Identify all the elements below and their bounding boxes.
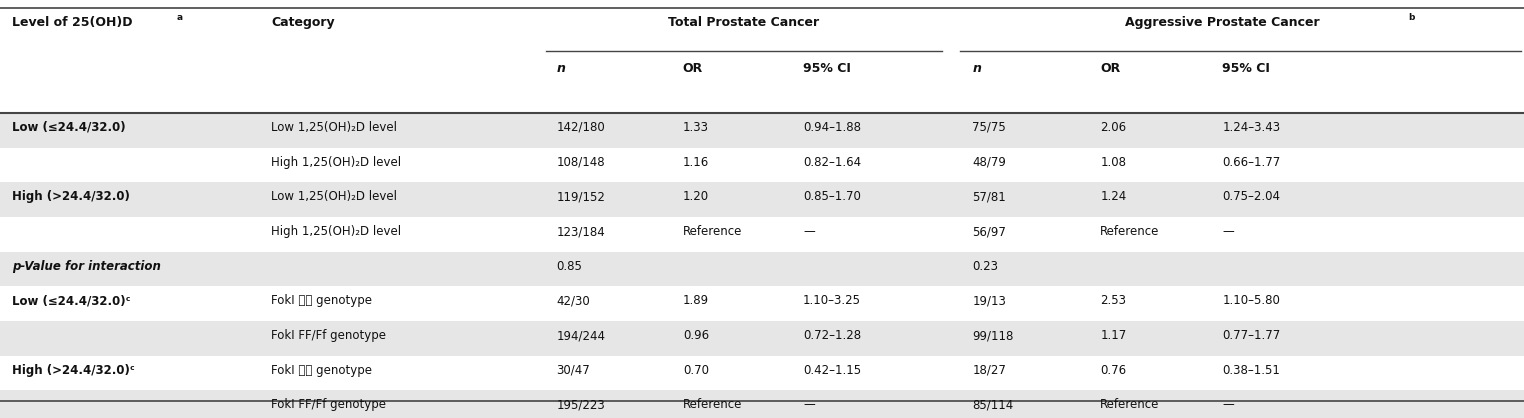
Text: 0.70: 0.70 — [683, 364, 709, 377]
Text: Category: Category — [271, 16, 335, 29]
Text: 1.17: 1.17 — [1100, 329, 1126, 342]
Text: Reference: Reference — [1100, 398, 1160, 411]
Text: 75/75: 75/75 — [972, 121, 1006, 134]
Text: FokI ｆｆ genotype: FokI ｆｆ genotype — [271, 364, 372, 377]
Text: p-Value for interaction: p-Value for interaction — [12, 260, 162, 273]
Text: —: — — [1222, 225, 1234, 238]
Text: b: b — [1408, 13, 1414, 22]
Text: 1.89: 1.89 — [683, 294, 709, 307]
Text: 0.82–1.64: 0.82–1.64 — [803, 155, 861, 168]
Text: 0.38–1.51: 0.38–1.51 — [1222, 364, 1280, 377]
Text: 18/27: 18/27 — [972, 364, 1006, 377]
Text: 1.33: 1.33 — [683, 121, 709, 134]
Text: Reference: Reference — [683, 398, 742, 411]
Text: 1.10–3.25: 1.10–3.25 — [803, 294, 861, 307]
Text: Level of 25(OH)D: Level of 25(OH)D — [12, 16, 133, 29]
Text: 0.23: 0.23 — [972, 260, 998, 273]
Text: 0.66–1.77: 0.66–1.77 — [1222, 155, 1280, 168]
Text: 1.20: 1.20 — [683, 190, 709, 203]
Text: 0.85: 0.85 — [556, 260, 582, 273]
Text: 108/148: 108/148 — [556, 155, 605, 168]
Text: 0.75–2.04: 0.75–2.04 — [1222, 190, 1280, 203]
Text: Reference: Reference — [1100, 225, 1160, 238]
Text: 195/223: 195/223 — [556, 398, 605, 411]
Text: High 1,25(OH)₂D level: High 1,25(OH)₂D level — [271, 155, 401, 168]
Text: High 1,25(OH)₂D level: High 1,25(OH)₂D level — [271, 225, 401, 238]
Text: 142/180: 142/180 — [556, 121, 605, 134]
Text: FokI FF/Ff genotype: FokI FF/Ff genotype — [271, 398, 386, 411]
Text: 123/184: 123/184 — [556, 225, 605, 238]
Text: 56/97: 56/97 — [972, 225, 1006, 238]
Bar — [0, 113, 1524, 148]
Text: 1.16: 1.16 — [683, 155, 709, 168]
Text: Low 1,25(OH)₂D level: Low 1,25(OH)₂D level — [271, 121, 398, 134]
Text: 95% CI: 95% CI — [803, 62, 850, 75]
Text: —: — — [1222, 398, 1234, 411]
Text: OR: OR — [683, 62, 703, 75]
Text: 0.85–1.70: 0.85–1.70 — [803, 190, 861, 203]
Text: 1.10–5.80: 1.10–5.80 — [1222, 294, 1280, 307]
Text: —: — — [803, 398, 815, 411]
Text: —: — — [803, 225, 815, 238]
Text: 95% CI: 95% CI — [1222, 62, 1269, 75]
Bar — [0, 182, 1524, 217]
Text: 2.53: 2.53 — [1100, 294, 1126, 307]
Text: 19/13: 19/13 — [972, 294, 1006, 307]
Bar — [0, 321, 1524, 356]
Text: FokI FF/Ff genotype: FokI FF/Ff genotype — [271, 329, 386, 342]
Text: Low (≤24.4/32.0)ᶜ: Low (≤24.4/32.0)ᶜ — [12, 294, 131, 307]
Text: n: n — [972, 62, 981, 75]
Text: 0.42–1.15: 0.42–1.15 — [803, 364, 861, 377]
Text: 0.76: 0.76 — [1100, 364, 1126, 377]
Text: High (>24.4/32.0): High (>24.4/32.0) — [12, 190, 130, 203]
Text: 2.06: 2.06 — [1100, 121, 1126, 134]
Text: 194/244: 194/244 — [556, 329, 605, 342]
Text: 99/118: 99/118 — [972, 329, 1013, 342]
Text: Low (≤24.4/32.0): Low (≤24.4/32.0) — [12, 121, 126, 134]
Text: 48/79: 48/79 — [972, 155, 1006, 168]
Text: FokI ｆｆ genotype: FokI ｆｆ genotype — [271, 294, 372, 307]
Text: 1.08: 1.08 — [1100, 155, 1126, 168]
Text: 0.77–1.77: 0.77–1.77 — [1222, 329, 1280, 342]
Text: 57/81: 57/81 — [972, 190, 1006, 203]
Text: OR: OR — [1100, 62, 1120, 75]
Text: Reference: Reference — [683, 225, 742, 238]
Bar — [0, 252, 1524, 286]
Text: 0.96: 0.96 — [683, 329, 709, 342]
Text: Aggressive Prostate Cancer: Aggressive Prostate Cancer — [1125, 16, 1320, 29]
Bar — [0, 217, 1524, 252]
Text: Total Prostate Cancer: Total Prostate Cancer — [668, 16, 820, 29]
Text: Low 1,25(OH)₂D level: Low 1,25(OH)₂D level — [271, 190, 398, 203]
Bar — [0, 148, 1524, 182]
Text: 0.72–1.28: 0.72–1.28 — [803, 329, 861, 342]
Text: High (>24.4/32.0)ᶜ: High (>24.4/32.0)ᶜ — [12, 364, 136, 377]
Text: 1.24: 1.24 — [1100, 190, 1126, 203]
Text: 1.24–3.43: 1.24–3.43 — [1222, 121, 1280, 134]
Text: n: n — [556, 62, 565, 75]
Text: a: a — [177, 13, 183, 22]
Text: 30/47: 30/47 — [556, 364, 590, 377]
Text: 42/30: 42/30 — [556, 294, 590, 307]
Text: 119/152: 119/152 — [556, 190, 605, 203]
Bar — [0, 286, 1524, 321]
Text: 0.94–1.88: 0.94–1.88 — [803, 121, 861, 134]
Bar — [0, 356, 1524, 390]
Text: 85/114: 85/114 — [972, 398, 1013, 411]
Bar — [0, 390, 1524, 418]
